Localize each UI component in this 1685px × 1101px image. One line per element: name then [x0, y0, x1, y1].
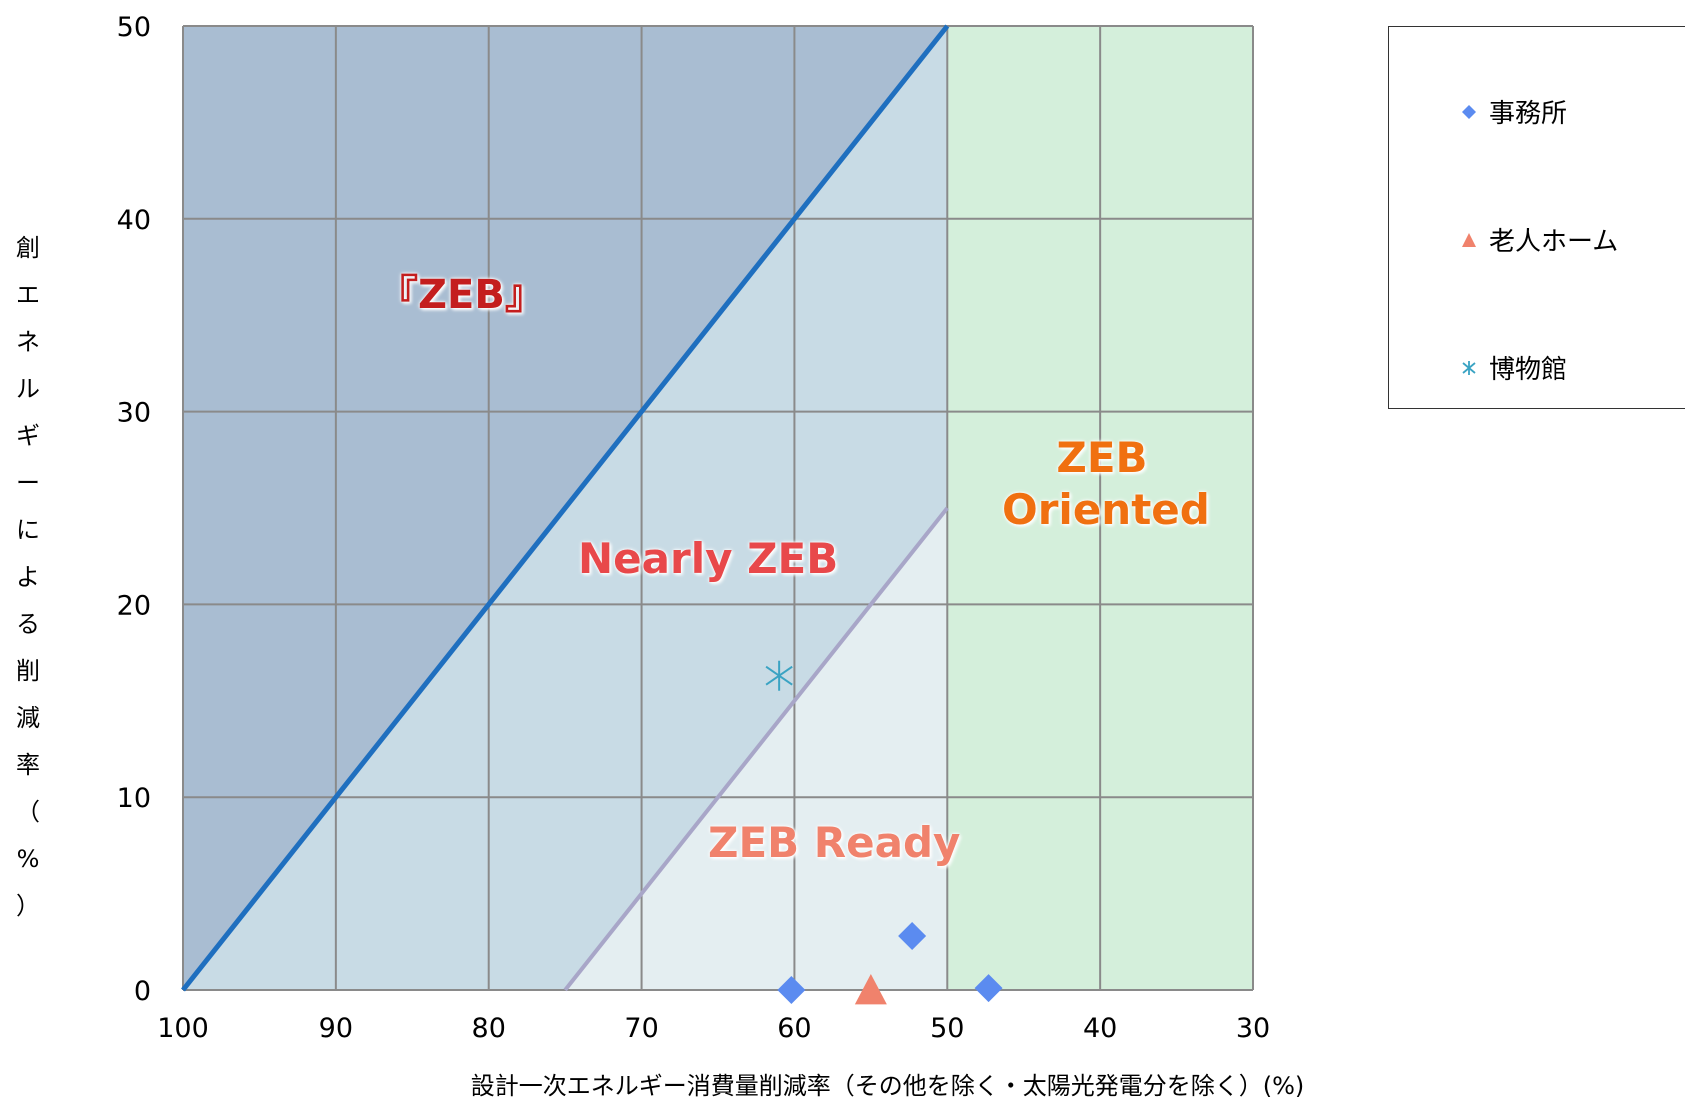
y-axis-ticks: 0 10 20 30 40 50 — [117, 12, 151, 1007]
nearly-zeb-region-label: Nearly ZEB — [578, 534, 838, 583]
x-tick-label: 60 — [777, 1013, 811, 1044]
legend-item-office: 事務所 — [1459, 93, 1567, 130]
zeb-oriented-line2: Oriented — [1002, 484, 1202, 536]
y-axis-label-char: 削 — [10, 648, 46, 695]
triangle-marker-icon — [1459, 230, 1479, 250]
zeb-region-label: 『ZEB』 — [378, 262, 545, 320]
x-tick-label: 70 — [624, 1013, 658, 1044]
x-tick-label: 90 — [319, 1013, 353, 1044]
y-axis-label-char: （ — [10, 789, 46, 836]
y-tick-label: 40 — [117, 205, 151, 236]
zeb-ready-region-label: ZEB Ready — [708, 818, 960, 867]
x-axis-label: 設計一次エネルギー消費量削減率（その他を除く・太陽光発電分を除く）(%) — [0, 1066, 1685, 1101]
x-tick-label: 80 — [472, 1013, 506, 1044]
y-axis-label-char: に — [10, 507, 46, 554]
legend-item-museum: 博物館 — [1459, 349, 1567, 386]
y-tick-label: 0 — [134, 976, 151, 1007]
y-tick-label: 30 — [117, 398, 151, 429]
x-tick-label: 50 — [930, 1013, 964, 1044]
x-axis-ticks: 100 90 80 70 60 50 40 30 — [157, 1013, 1270, 1044]
asterisk-marker-icon — [1459, 358, 1479, 378]
y-axis-label-char: よ — [10, 554, 46, 601]
diamond-marker-icon — [1459, 102, 1479, 122]
zeb-oriented-region-label: ZEB Oriented — [1002, 432, 1202, 536]
y-axis-label-char: % — [10, 836, 46, 883]
legend-label-office: 事務所 — [1489, 93, 1567, 130]
y-axis-label: 創エネルギーによる削減率（%） — [10, 225, 46, 930]
x-tick-label: 100 — [157, 1013, 209, 1044]
y-axis-label-char: ル — [10, 366, 46, 413]
legend-item-nursing-home: 老人ホーム — [1459, 221, 1618, 258]
y-tick-label: 50 — [117, 12, 151, 43]
legend-label-museum: 博物館 — [1489, 349, 1567, 386]
y-axis-label-char: エ — [10, 272, 46, 319]
legend-label-nursing-home: 老人ホーム — [1489, 221, 1618, 258]
x-tick-label: 40 — [1083, 1013, 1117, 1044]
y-axis-label-char: ー — [10, 460, 46, 507]
legend: 事務所 老人ホーム 博物館 — [1388, 26, 1685, 409]
y-axis-label-char: ネ — [10, 319, 46, 366]
y-axis-label-char: 率 — [10, 742, 46, 789]
y-tick-label: 10 — [117, 783, 151, 814]
y-axis-label-char: 創 — [10, 225, 46, 272]
y-axis-label-char: る — [10, 601, 46, 648]
x-tick-label: 30 — [1236, 1013, 1270, 1044]
zeb-oriented-line1: ZEB — [1002, 432, 1202, 484]
y-axis-label-char: 減 — [10, 695, 46, 742]
y-axis-label-char: ギ — [10, 413, 46, 460]
y-axis-label-char: ） — [10, 883, 46, 930]
y-tick-label: 20 — [117, 590, 151, 621]
